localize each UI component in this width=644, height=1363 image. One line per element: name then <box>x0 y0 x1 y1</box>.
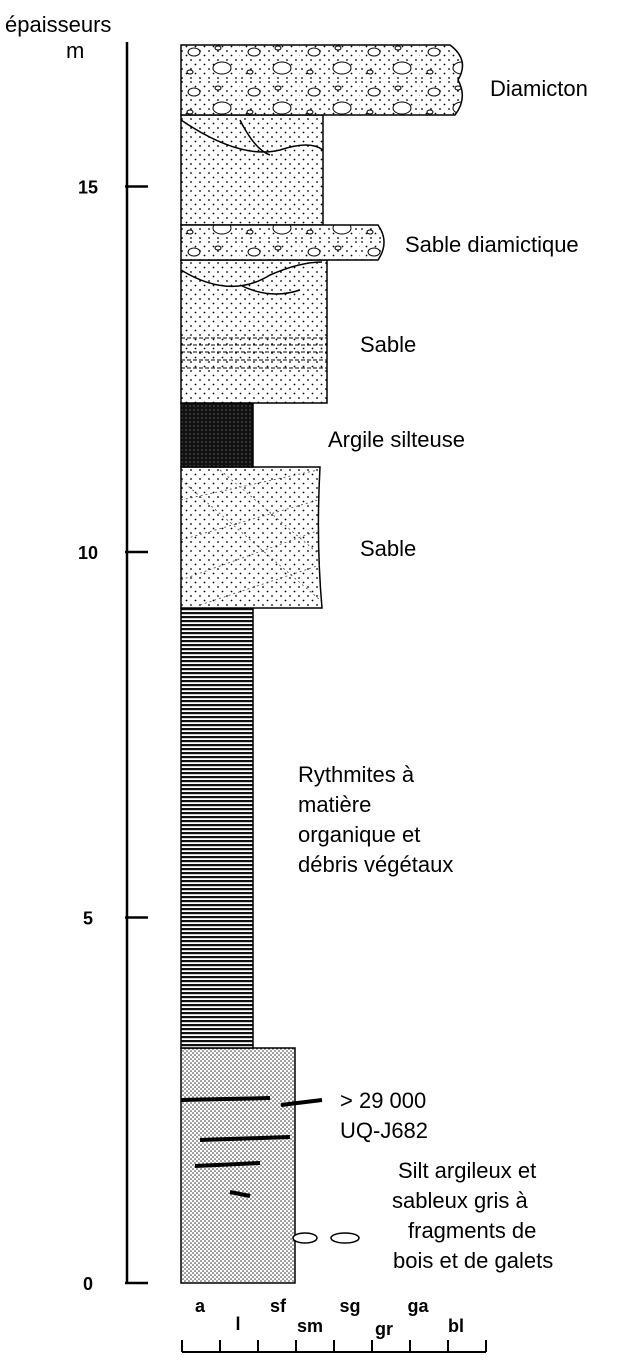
grain-size-label: l <box>235 1314 240 1334</box>
unit-label: organique et <box>298 822 420 847</box>
unit-label: Rythmites à <box>298 762 415 787</box>
clay-layer <box>181 403 253 467</box>
sand-layer <box>181 115 323 225</box>
grain-size-label: gr <box>375 1319 393 1339</box>
dating-code: UQ-J682 <box>340 1118 428 1143</box>
rhythmite-layer <box>181 608 253 1048</box>
dating-age: > 29 000 <box>340 1088 426 1113</box>
grain-size-label: ga <box>407 1296 429 1316</box>
grain-size-label: sg <box>339 1296 360 1316</box>
diamicton-layer <box>181 45 463 115</box>
tick-label: 10 <box>78 543 98 563</box>
unit-label: matière <box>298 792 371 817</box>
tick-label: 15 <box>78 178 98 198</box>
pebble <box>293 1233 317 1243</box>
unit-label: débris végétaux <box>298 852 453 877</box>
unit-label: Silt argileux et <box>398 1158 536 1183</box>
unit-label: Diamicton <box>490 76 588 101</box>
stratigraphic-column: épaisseurs m 0 5 10 15 Diamicton Sable diamic… <box>0 0 644 1363</box>
unit-label: sableux gris à <box>392 1188 529 1213</box>
unit-label: Sable <box>360 536 416 561</box>
axis-unit: m <box>66 38 84 63</box>
tick-label: 0 <box>83 1274 93 1294</box>
diamictic-sand-lens <box>181 225 384 260</box>
axis-title: épaisseurs <box>5 12 111 37</box>
tick-label: 5 <box>83 909 93 929</box>
unit-label: Sable <box>360 332 416 357</box>
grain-size-label: sm <box>297 1316 323 1336</box>
unit-label: fragments de <box>408 1218 536 1243</box>
unit-label: bois et de galets <box>393 1248 553 1273</box>
pebble <box>331 1233 359 1243</box>
grain-size-label: sf <box>270 1296 287 1316</box>
unit-label: Sable diamictique <box>405 232 579 257</box>
grain-size-label: a <box>195 1296 206 1316</box>
grain-size-label: bl <box>448 1316 464 1336</box>
sand-layer <box>181 467 322 608</box>
unit-label: Argile silteuse <box>328 427 465 452</box>
